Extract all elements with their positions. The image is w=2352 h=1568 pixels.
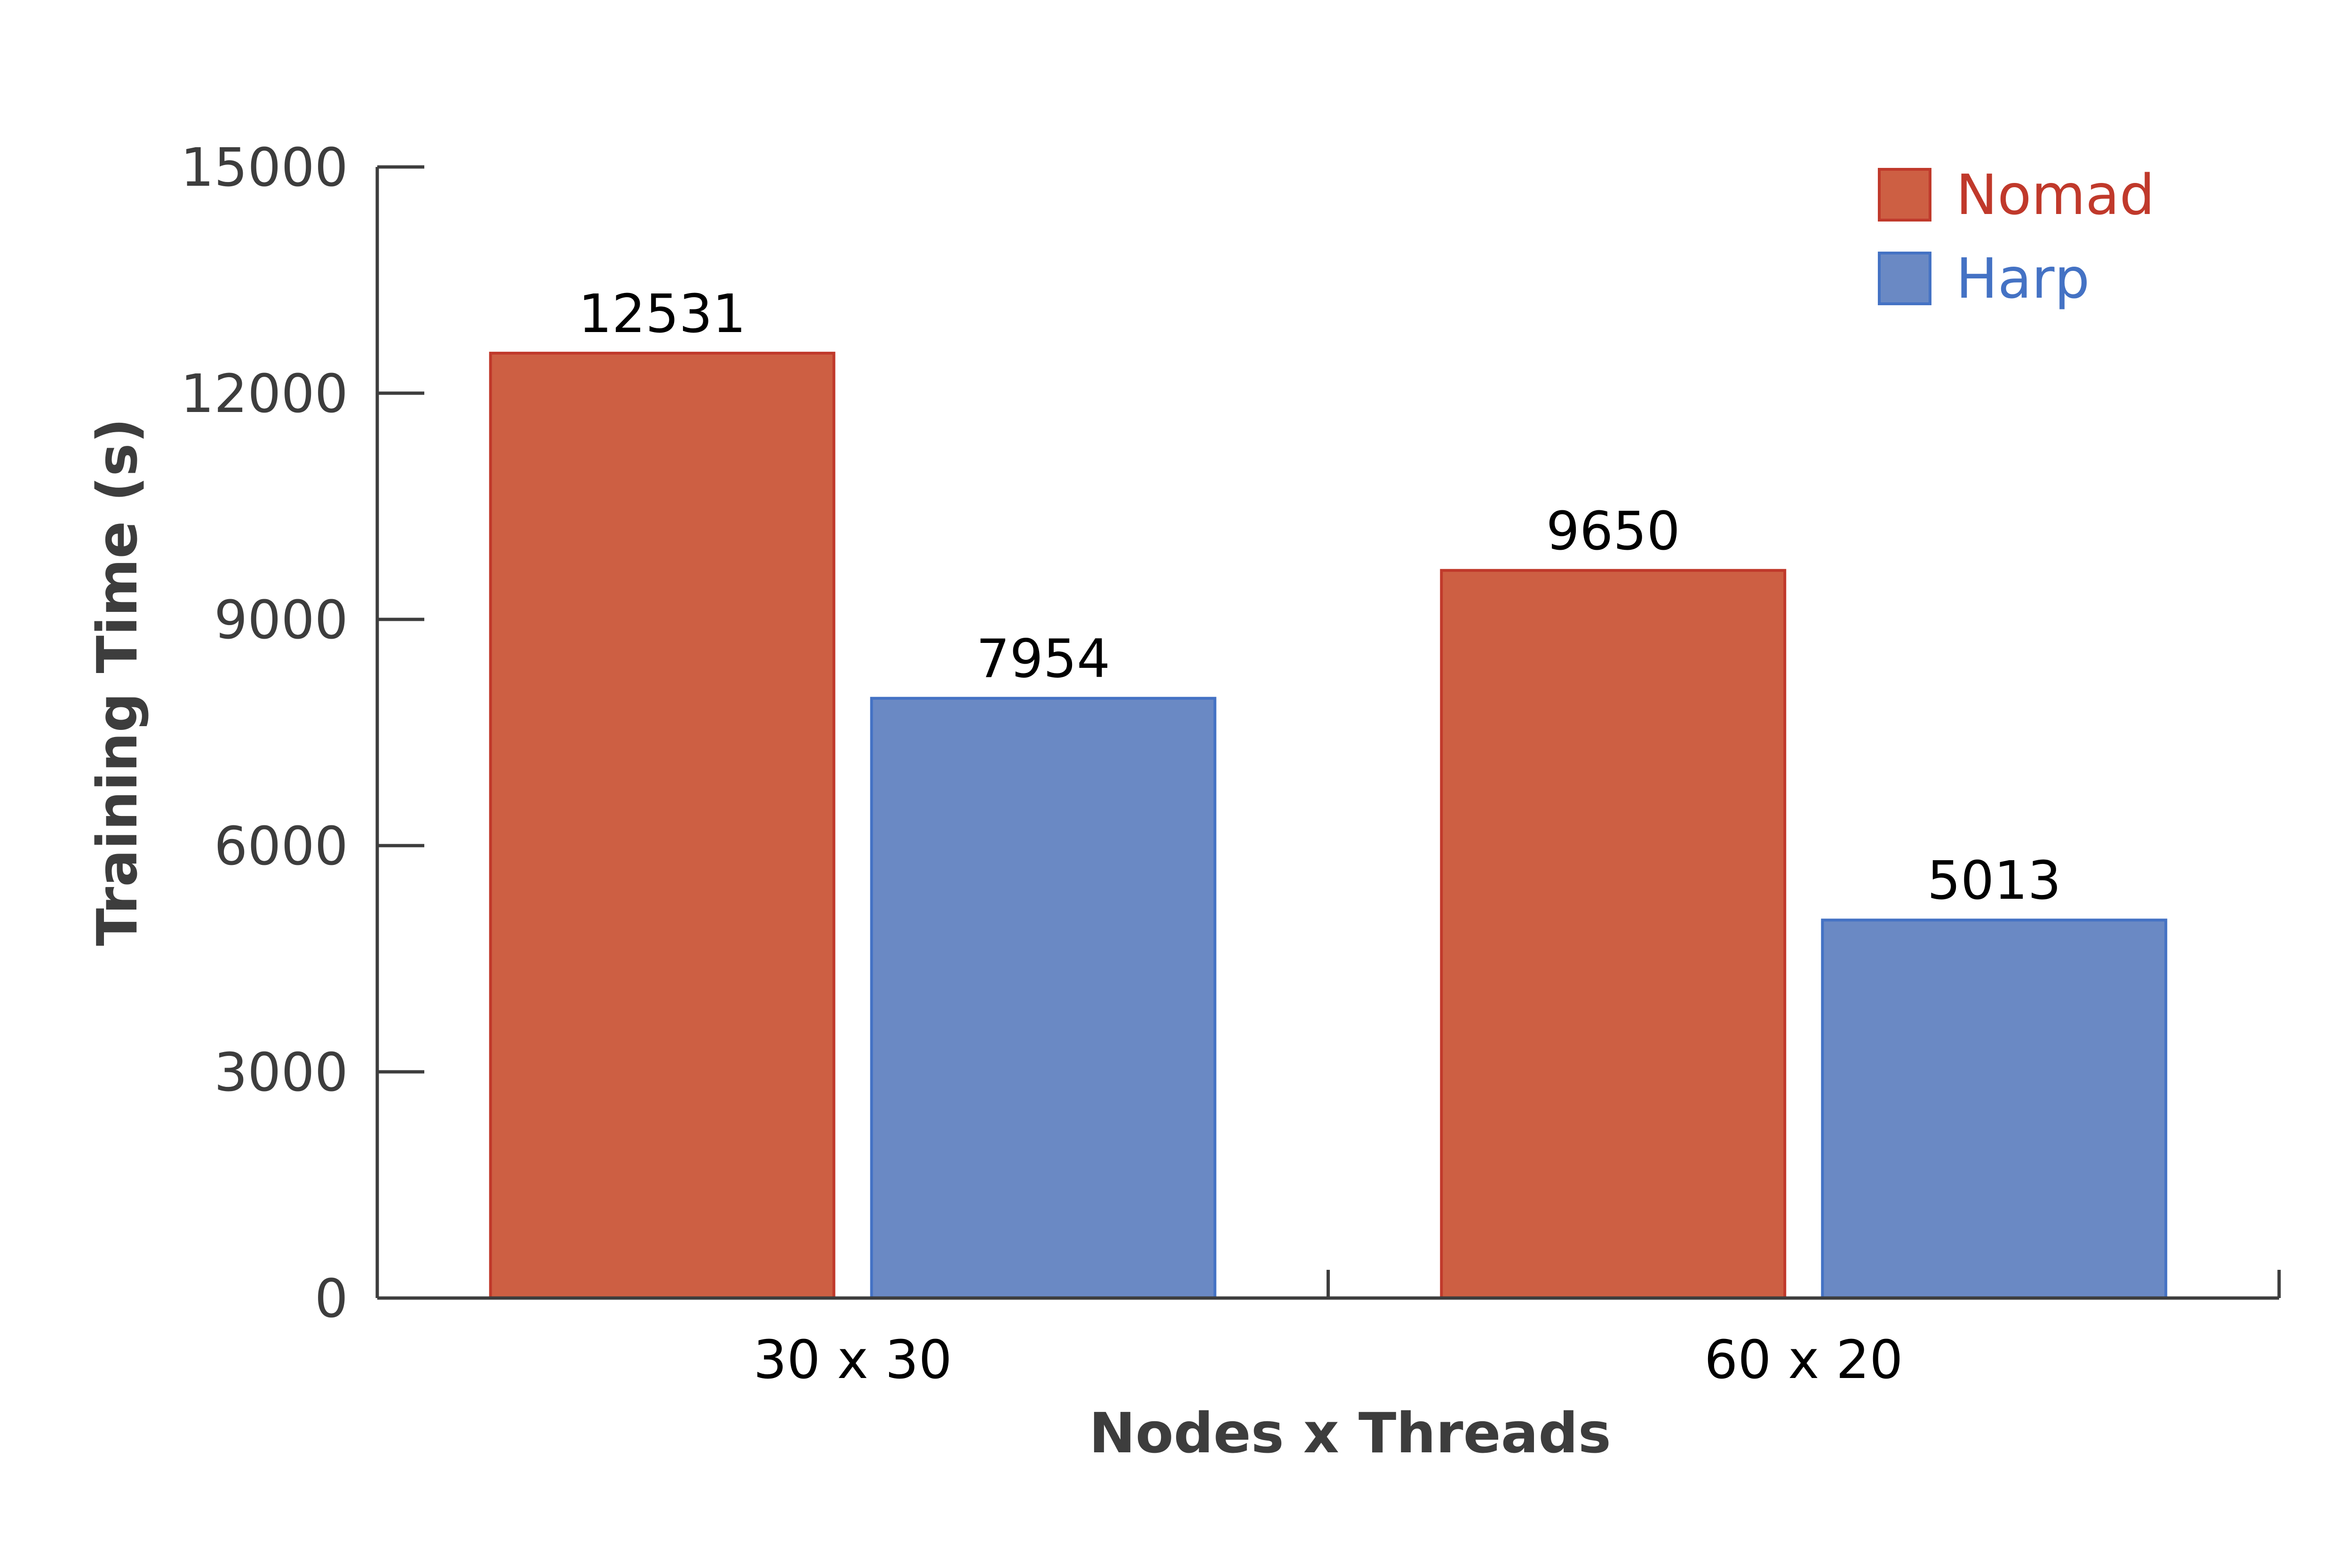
bar-nomad-0 [489, 351, 835, 1299]
y-tick-label: 6000 [214, 816, 348, 877]
y-tick-label: 12000 [181, 364, 348, 425]
legend-label: Harp [1956, 246, 2090, 311]
x-category-labels: 30 x 30 60 x 20 [753, 1330, 1903, 1391]
data-label: 12531 [579, 284, 746, 345]
x-category-label: 60 x 20 [1704, 1330, 1903, 1391]
bars-layer [489, 351, 2168, 1299]
legend-swatch [1878, 252, 1931, 305]
data-labels-layer: 12531 9650 7954 5013 [579, 284, 2061, 911]
x-axis-title: Nodes x Threads [1089, 1401, 1611, 1465]
legend: Nomad Harp [1878, 162, 2155, 311]
legend-swatch [1878, 168, 1931, 222]
y-ticks: 0 3000 6000 9000 12000 15000 [181, 137, 424, 1330]
y-axis-title: Training Time (s) [85, 418, 150, 946]
y-tick-label: 9000 [214, 590, 348, 651]
y-tick-label: 0 [315, 1268, 348, 1330]
bar-harp-0 [870, 697, 1216, 1299]
x-category-label: 30 x 30 [753, 1330, 952, 1391]
legend-label: Nomad [1956, 162, 2155, 227]
data-label: 5013 [1927, 850, 2061, 911]
y-tick-label: 3000 [214, 1042, 348, 1103]
bar-harp-1 [1821, 919, 2168, 1299]
bar-nomad-1 [1440, 569, 1787, 1299]
x-ticks [1327, 1270, 2281, 1298]
y-tick-label: 15000 [181, 137, 348, 198]
data-label: 7954 [976, 629, 1110, 690]
data-label: 9650 [1546, 501, 1680, 562]
